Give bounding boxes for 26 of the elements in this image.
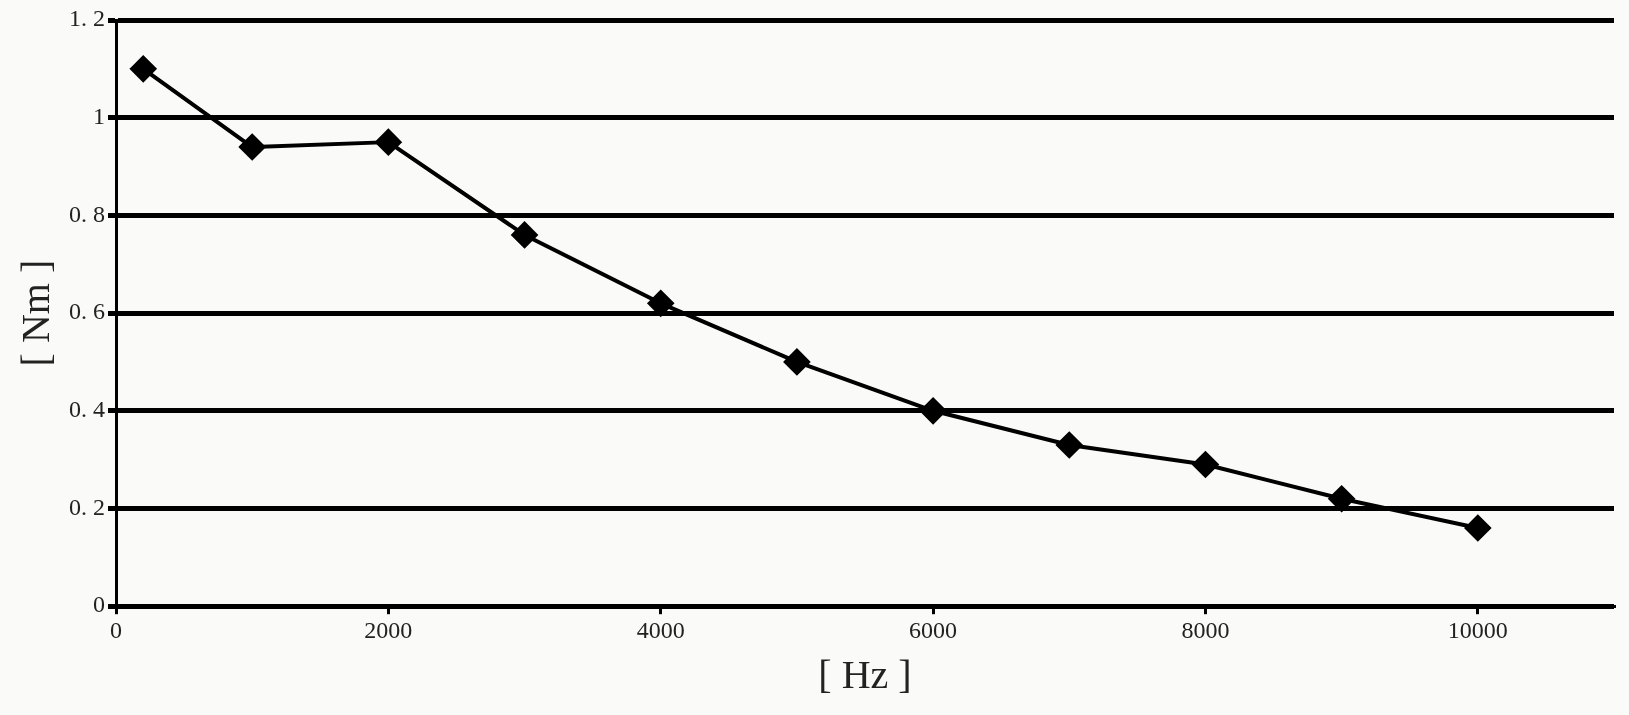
point: [920, 397, 947, 424]
x-tick-label: 8000: [1181, 616, 1230, 643]
x-tick-label: 2000: [364, 616, 413, 643]
point: [239, 134, 266, 161]
point: [1056, 432, 1083, 458]
point: [511, 221, 538, 248]
point: [1192, 451, 1219, 478]
point: [783, 348, 810, 375]
point: [1464, 515, 1491, 542]
point: [647, 290, 674, 317]
y-tick-label: 1. 2: [69, 5, 105, 32]
point: [130, 55, 157, 82]
point: [1328, 485, 1355, 512]
y-tick-label: 0. 6: [69, 298, 105, 325]
x-tick-label: 4000: [636, 616, 685, 643]
y-tick-label: 0: [93, 591, 105, 618]
point: [375, 129, 402, 156]
y-tick-label: 0. 2: [69, 493, 105, 520]
y-tick-label: 0. 8: [69, 200, 105, 227]
y-axis-title: [ Nm ]: [12, 259, 58, 367]
x-tick-label: 0: [110, 616, 122, 643]
y-tick-label: 1: [93, 103, 105, 129]
x-tick-label: 10000: [1447, 616, 1508, 643]
y-tick-label: 0. 4: [69, 396, 105, 423]
x-axis-title: [ Hz ]: [818, 651, 912, 697]
x-tick-label: 6000: [909, 616, 958, 643]
